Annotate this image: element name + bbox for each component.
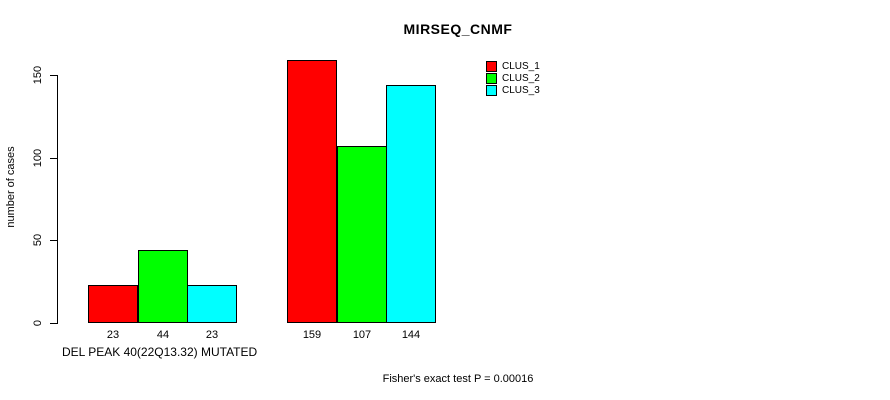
y-tick-mark: [50, 158, 57, 159]
bar-clus_1-group2: [287, 60, 337, 323]
bar-value-label: 23: [106, 329, 120, 341]
legend-label: CLUS_3: [502, 85, 540, 96]
bar-value-label: 159: [302, 329, 322, 341]
y-axis-line: [57, 75, 58, 324]
bar-clus_2-group1: [138, 250, 188, 323]
y-tick-mark: [50, 75, 57, 76]
x-axis-label: DEL PEAK 40(22Q13.32) MUTATED: [62, 345, 258, 359]
legend-row-clus_1: CLUS_1: [486, 61, 540, 72]
y-tick-label: 50: [32, 233, 44, 247]
legend-row-clus_3: CLUS_3: [486, 85, 540, 96]
bar-clus_3-group2: [386, 85, 436, 323]
bar-clus_2-group2: [337, 146, 387, 323]
legend-row-clus_2: CLUS_2: [486, 73, 540, 84]
legend-swatch-icon: [486, 73, 497, 84]
bar-value-label: 107: [352, 329, 372, 341]
chart-title: MIRSEQ_CNMF: [403, 21, 513, 37]
y-tick-label: 0: [32, 319, 44, 327]
y-tick-label: 150: [32, 65, 44, 85]
bar-clus_1-group1: [88, 285, 138, 323]
bar-value-label: 23: [205, 329, 219, 341]
legend-label: CLUS_2: [502, 73, 540, 84]
fisher-test-annotation: Fisher's exact test P = 0.00016: [382, 373, 534, 385]
legend-label: CLUS_1: [502, 61, 540, 72]
legend-swatch-icon: [486, 85, 497, 96]
y-tick-mark: [50, 240, 57, 241]
y-axis-label: number of cases: [5, 146, 17, 228]
legend: CLUS_1 CLUS_2 CLUS_3: [486, 61, 540, 97]
legend-swatch-icon: [486, 61, 497, 72]
y-tick-label: 100: [32, 148, 44, 168]
bar-value-label: 144: [401, 329, 421, 341]
bar-value-label: 44: [156, 329, 170, 341]
y-tick-mark: [50, 323, 57, 324]
bar-clus_3-group1: [187, 285, 237, 323]
